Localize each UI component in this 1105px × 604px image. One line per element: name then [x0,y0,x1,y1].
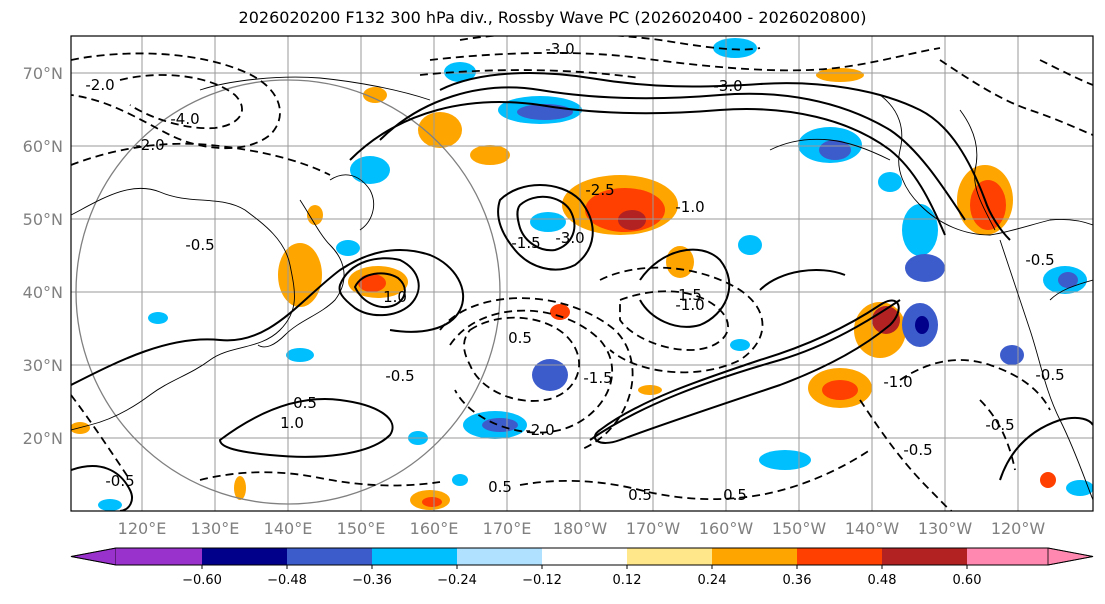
colorbar-tick-label: 0.60 [953,573,982,588]
lon-label: 170°W [626,519,681,538]
lon-label: 130°E [191,519,240,538]
colorbar-bin [287,548,372,565]
lon-label: 150°E [337,519,386,538]
lon-label: 120°E [118,519,167,538]
colorbar-tick-label: −0.24 [437,573,477,588]
colorbar-extend-high [1047,547,1094,566]
contour-labels: -3.0 -3.0 -4.0 -2.0 -2.0 -0.5 -0.5 -1.5 -1.0 -1.0… [85,40,1064,504]
range-circle [75,79,501,505]
contour-label: -1.5 [583,369,612,387]
colorbar-tick-label: −0.60 [182,573,222,588]
contour-label: -1.0 [675,198,704,216]
colorbar: −0.60 −0.48 −0.36 −0.24 −0.12 0.12 0.24 0.36 0.4… [70,547,1094,588]
colorbar-bin [457,548,542,565]
contour-label: -0.5 [185,236,214,254]
contour-label: -2.0 [135,136,164,154]
colorbar-bin [542,548,627,565]
lon-label: 160°W [699,519,754,538]
contour-label: -0.5 [985,416,1014,434]
contour-label: -2.5 [585,181,614,199]
latitude-labels: 70°N 60°N 50°N 40°N 30°N 20°N [23,64,63,448]
contour-label: 1.5 [678,286,702,304]
lon-label: 140°E [264,519,313,538]
colorbar-tick-label: −0.48 [267,573,307,588]
positive-contours [71,72,1093,511]
lat-label: 60°N [23,137,63,156]
lat-label: 20°N [23,429,63,448]
colorbar-tick-label: −0.36 [352,573,392,588]
contour-label: 1.0 [383,288,407,306]
contour-label: 0.5 [508,329,532,347]
colorbar-extend-low [70,547,117,566]
colorbar-tick-label: 0.36 [783,573,812,588]
colorbar-bin [627,548,712,565]
lon-label: 170°E [483,519,532,538]
lat-label: 50°N [23,210,63,229]
coastlines [71,76,1093,501]
lon-label: 180°W [553,519,608,538]
contour-label: 0.5 [723,486,747,504]
longitude-labels: 120°E 130°E 140°E 150°E 160°E 170°E 180°W 170°W… [118,519,1046,538]
colorbar-bin [967,548,1048,565]
colorbar-bin [712,548,797,565]
contour-label: -3.0 [545,40,574,58]
negative-contours [71,36,1093,511]
contour-label: -4.0 [170,110,199,128]
colorbar-tick-label: 0.24 [698,573,727,588]
contour-label: -0.5 [105,472,134,490]
colorbar-bin [116,548,202,565]
contour-label: -2.0 [525,421,554,439]
plot-frame [70,35,1094,512]
lat-label: 40°N [23,283,63,302]
lon-label: 120°W [991,519,1046,538]
colorbar-tick-label: 0.12 [613,573,642,588]
contour-label: -3.0 [555,229,584,247]
contour-label: -1.0 [883,373,912,391]
colorbar-tick-label: −0.12 [522,573,562,588]
contour-label: -3.0 [713,77,742,95]
map-title: 2026020200 F132 300 hPa div., Rossby Wav… [238,8,867,27]
contour-label: -1.5 [511,234,540,252]
contour-label: -1.0 [675,296,704,314]
contour-label: 0.5 [628,486,652,504]
lat-label: 30°N [23,356,63,375]
contour-label: -0.5 [903,441,932,459]
contour-label: 1.0 [280,414,304,432]
lon-label: 150°W [772,519,827,538]
colorbar-bin [882,548,967,565]
contour-label: -0.5 [385,367,414,385]
colorbar-bin [797,548,882,565]
lon-label: 140°W [845,519,900,538]
colorbar-bin [202,548,287,565]
colorbar-bin [372,548,457,565]
lon-label: 160°E [410,519,459,538]
contour-label: -0.5 [1025,251,1054,269]
contour-label: -0.5 [1035,366,1064,384]
contour-label: 0.5 [293,394,317,412]
contour-label: -2.0 [85,76,114,94]
lat-label: 70°N [23,64,63,83]
colorbar-tick-label: 0.48 [868,573,897,588]
lon-label: 130°W [918,519,973,538]
contour-label: 0.5 [488,478,512,496]
lat-lon-grid [71,36,1093,511]
